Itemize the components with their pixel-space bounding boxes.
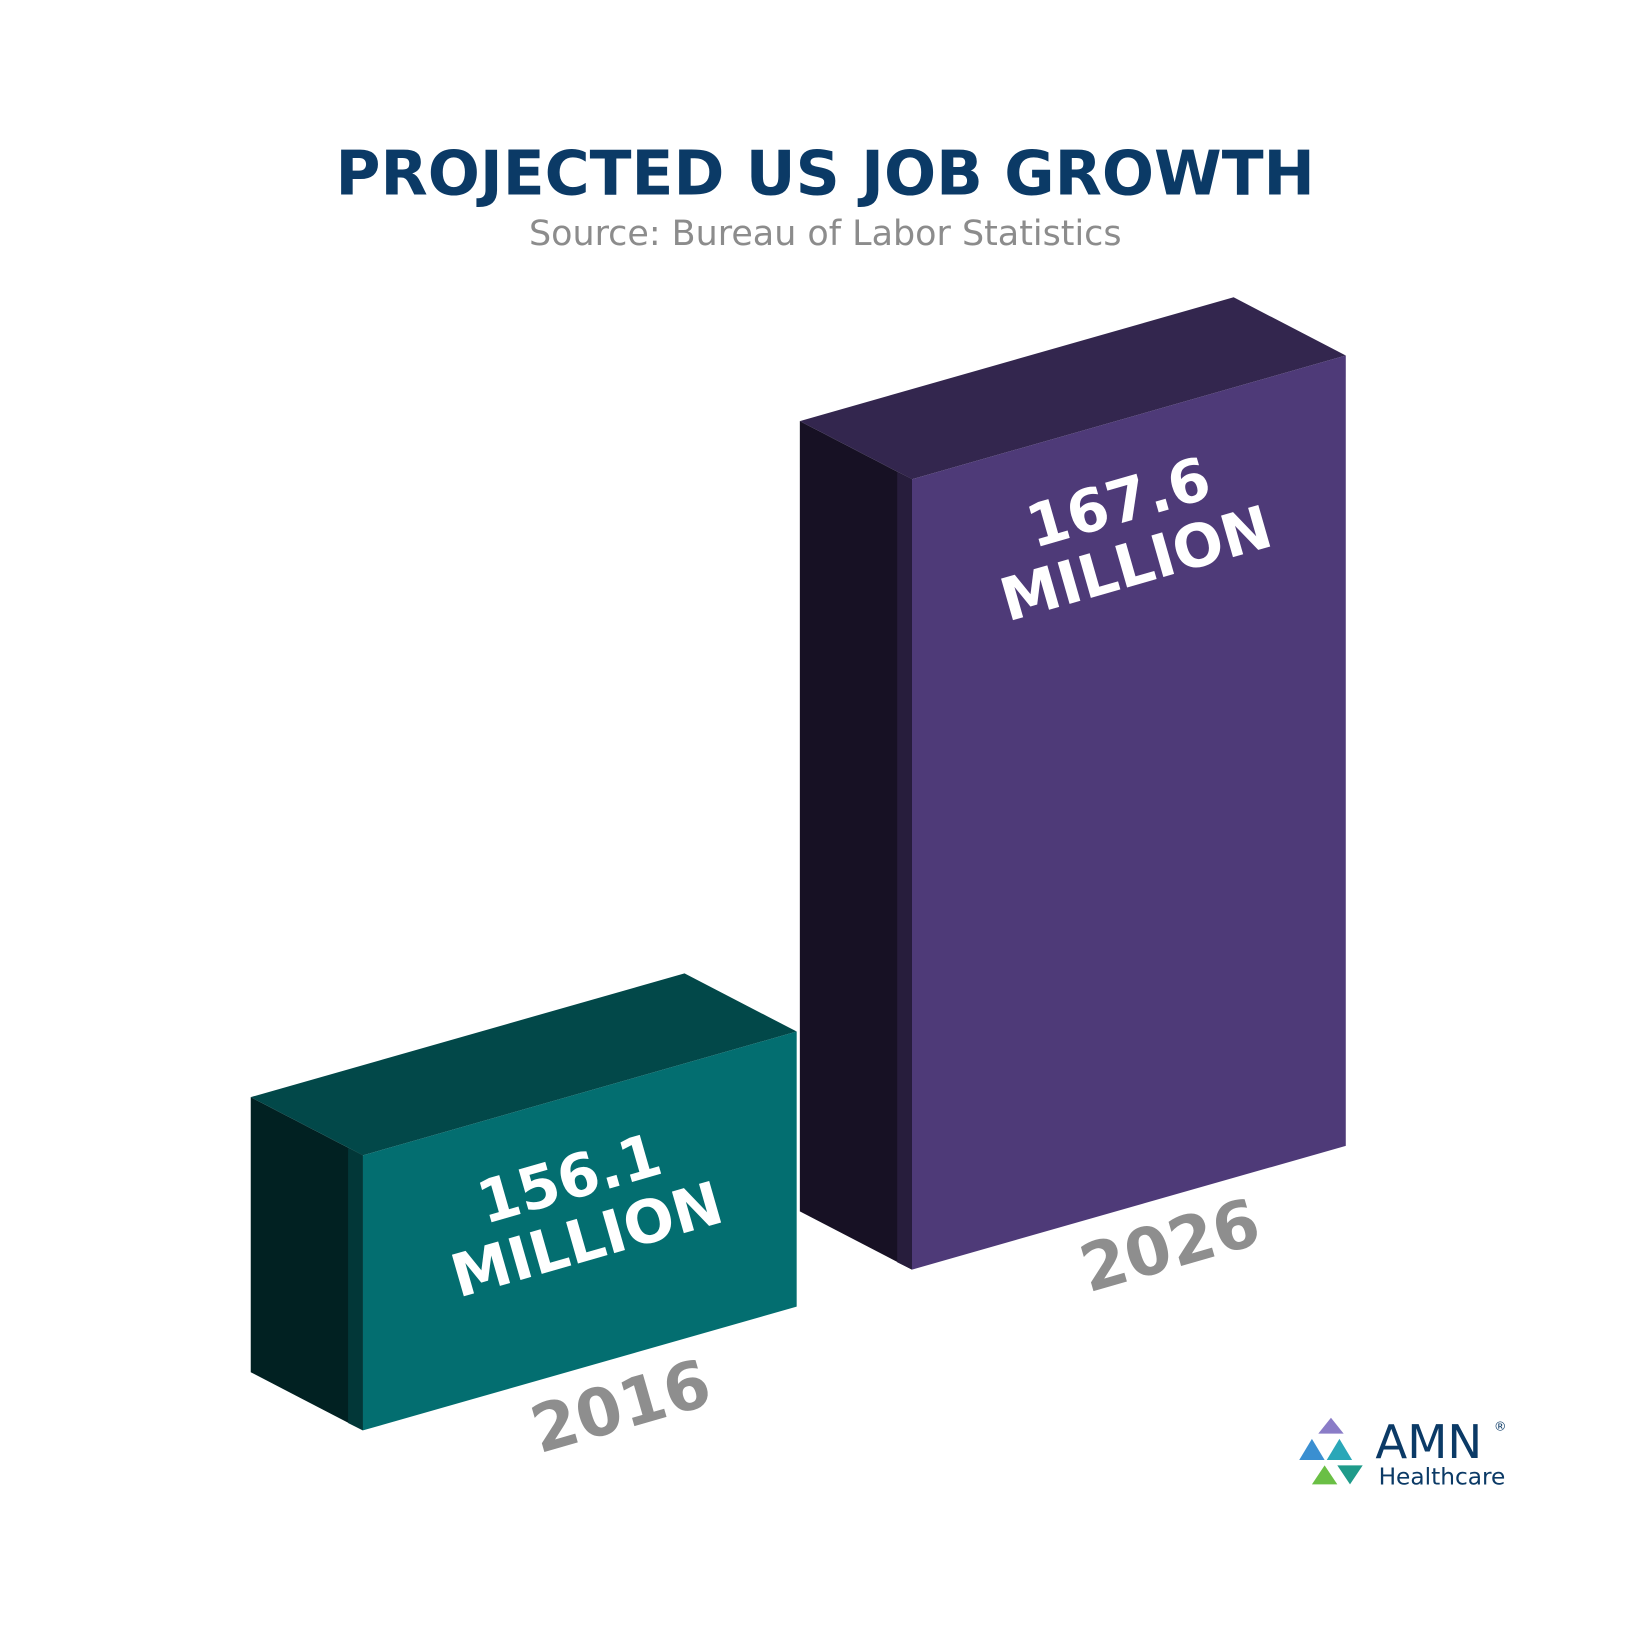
bar-top	[250, 973, 797, 1156]
logo-shape	[1299, 1438, 1325, 1461]
logo-subtitle: Healthcare	[1379, 1463, 1506, 1490]
logo-shape	[1318, 1417, 1344, 1434]
bar-side	[799, 421, 912, 1270]
bar	[362, 1031, 797, 1431]
logo: AMN ® Healthcare	[1299, 1415, 1507, 1490]
logo-shape	[1311, 1465, 1338, 1485]
chart-subtitle: Source: Bureau of Labor Statistics	[529, 214, 1122, 254]
chart-title: PROJECTED US JOB GROWTH	[336, 138, 1315, 209]
bar-top	[799, 297, 1346, 480]
logo-mark: ®	[1494, 1418, 1507, 1433]
logo-shape	[1326, 1438, 1353, 1461]
bar	[911, 355, 1346, 1270]
logo-shape	[1337, 1465, 1363, 1485]
bar-edge	[348, 1147, 363, 1431]
bar-edge	[897, 471, 912, 1270]
logo-name: AMN	[1375, 1415, 1482, 1469]
bar-side	[250, 1097, 363, 1431]
